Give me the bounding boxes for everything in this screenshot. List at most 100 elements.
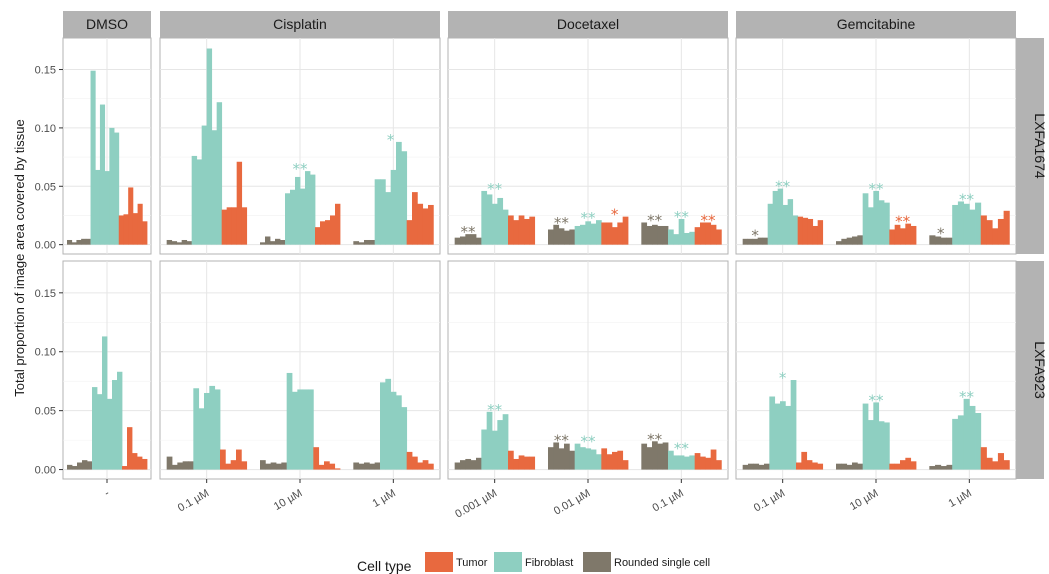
bar-rounded-single-cell bbox=[553, 224, 560, 245]
bar-tumor bbox=[128, 187, 134, 245]
bar-tumor bbox=[612, 227, 618, 245]
bar-rounded-single-cell bbox=[764, 463, 770, 470]
bar-tumor bbox=[132, 453, 138, 470]
bar-rounded-single-cell bbox=[553, 442, 560, 470]
bar-fibroblast bbox=[963, 203, 970, 245]
bar-rounded-single-cell bbox=[548, 447, 554, 470]
x-tick-label: 0.001 µM bbox=[453, 487, 499, 520]
bar-fibroblast bbox=[486, 194, 493, 245]
bar-fibroblast bbox=[952, 204, 959, 245]
significance-star: ** bbox=[647, 430, 663, 448]
bar-fibroblast bbox=[678, 455, 685, 470]
bar-fibroblast bbox=[684, 232, 690, 245]
bar-tumor bbox=[1003, 460, 1010, 470]
bar-fibroblast bbox=[957, 415, 965, 470]
bar-fibroblast bbox=[196, 159, 203, 245]
bar-rounded-single-cell bbox=[742, 238, 749, 245]
bar-fibroblast bbox=[97, 394, 103, 470]
significance-star: ** bbox=[293, 160, 309, 178]
bar-tumor bbox=[606, 454, 613, 470]
bar-fibroblast bbox=[497, 197, 504, 245]
bar-tumor bbox=[812, 462, 818, 470]
bar-fibroblast bbox=[401, 407, 408, 470]
bar-rounded-single-cell bbox=[841, 463, 848, 470]
bar-rounded-single-cell bbox=[742, 464, 749, 470]
bar-fibroblast bbox=[790, 380, 797, 470]
bar-tumor bbox=[313, 447, 320, 470]
x-tick-label: - bbox=[102, 487, 111, 499]
significance-star: ** bbox=[554, 431, 570, 449]
bar-tumor bbox=[807, 218, 814, 245]
significance-star: ** bbox=[487, 180, 503, 198]
bar-tumor bbox=[524, 456, 530, 470]
bar-fibroblast bbox=[380, 382, 386, 470]
bar-fibroblast bbox=[104, 171, 110, 245]
bar-tumor bbox=[705, 457, 712, 470]
y-tick-label: 0.15 bbox=[35, 65, 56, 77]
significance-star: * bbox=[937, 224, 945, 242]
legend-swatch bbox=[425, 552, 453, 572]
bar-rounded-single-cell bbox=[454, 462, 461, 470]
bar-fibroblast bbox=[689, 455, 696, 470]
x-tick-label: 1 µM bbox=[370, 487, 397, 510]
bar-tumor bbox=[137, 456, 143, 470]
significance-star: ** bbox=[487, 401, 503, 419]
bar-fibroblast bbox=[673, 234, 680, 245]
bar-fibroblast bbox=[492, 203, 498, 245]
bar-tumor bbox=[710, 224, 717, 245]
row-strip bbox=[1016, 38, 1044, 254]
significance-star: ** bbox=[959, 190, 975, 208]
bar-rounded-single-cell bbox=[662, 442, 669, 470]
bar-fibroblast bbox=[868, 420, 874, 470]
bar-fibroblast bbox=[780, 401, 786, 470]
bar-fibroblast bbox=[191, 155, 198, 245]
bar-tumor bbox=[508, 215, 514, 245]
bar-fibroblast bbox=[385, 192, 392, 245]
significance-star: * bbox=[611, 206, 619, 224]
bar-tumor bbox=[412, 192, 418, 245]
bar-rounded-single-cell bbox=[564, 230, 570, 245]
bar-rounded-single-cell bbox=[657, 225, 664, 245]
bar-tumor bbox=[118, 215, 124, 245]
bar-fibroblast bbox=[673, 455, 680, 470]
bar-tumor bbox=[231, 207, 238, 245]
x-tick-label: 10 µM bbox=[848, 487, 881, 513]
x-tick-label: 0.1 µM bbox=[651, 487, 686, 514]
bar-rounded-single-cell bbox=[85, 238, 91, 245]
bar-fibroblast bbox=[497, 420, 504, 470]
bar-fibroblast bbox=[678, 218, 685, 245]
bar-rounded-single-cell bbox=[646, 447, 653, 470]
bar-tumor bbox=[334, 468, 341, 470]
bar-fibroblast bbox=[401, 151, 408, 245]
significance-star: ** bbox=[895, 213, 911, 231]
bar-rounded-single-cell bbox=[81, 238, 87, 245]
bar-tumor bbox=[406, 451, 413, 470]
bar-tumor bbox=[518, 215, 525, 245]
x-tick-label: 1 µM bbox=[946, 487, 973, 510]
bar-rounded-single-cell bbox=[929, 466, 936, 470]
significance-star: ** bbox=[674, 440, 690, 458]
bar-rounded-single-cell bbox=[166, 456, 173, 470]
bar-rounded-single-cell bbox=[82, 460, 88, 470]
bar-tumor bbox=[716, 229, 722, 245]
bar-fibroblast bbox=[385, 378, 392, 470]
bar-rounded-single-cell bbox=[454, 237, 461, 245]
bar-tumor bbox=[694, 453, 701, 470]
bar-rounded-single-cell bbox=[181, 239, 188, 245]
bar-rounded-single-cell bbox=[270, 462, 277, 470]
bar-tumor bbox=[812, 225, 819, 245]
bar-rounded-single-cell bbox=[280, 239, 286, 245]
bar-rounded-single-cell bbox=[558, 228, 565, 245]
bar-tumor bbox=[710, 449, 717, 470]
x-tick-label: 0.01 µM bbox=[552, 487, 593, 517]
bar-tumor bbox=[606, 222, 613, 245]
significance-star: ** bbox=[647, 211, 663, 229]
bar-tumor bbox=[986, 220, 993, 245]
bar-rounded-single-cell bbox=[569, 229, 576, 245]
legend-item-label: Rounded single cell bbox=[614, 557, 710, 569]
bar-tumor bbox=[622, 460, 629, 470]
bar-fibroblast bbox=[390, 169, 397, 245]
column-strip bbox=[160, 11, 440, 38]
bar-tumor bbox=[412, 456, 418, 470]
